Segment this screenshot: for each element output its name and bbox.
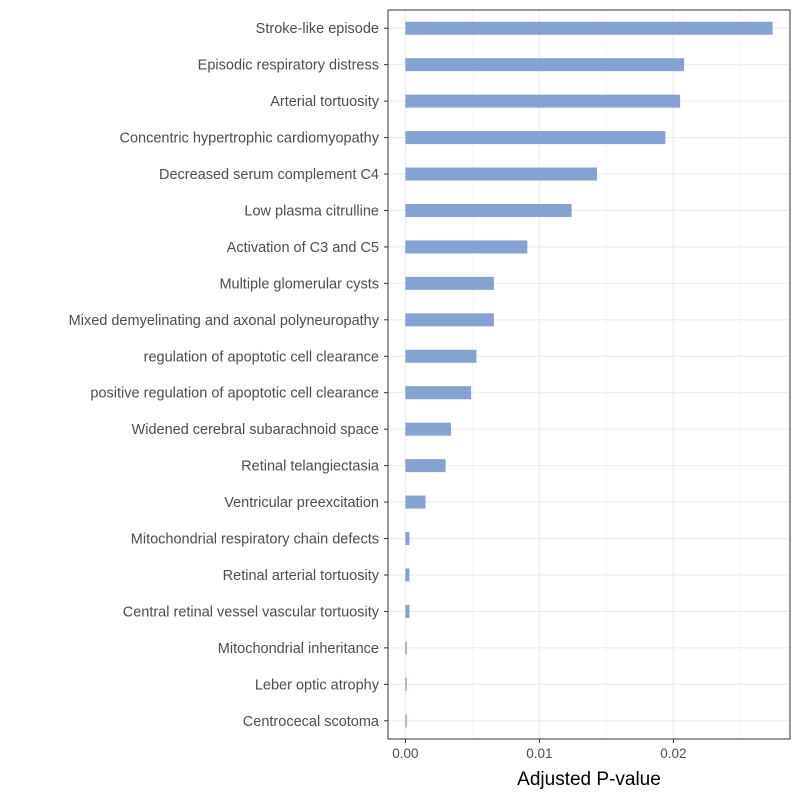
- category-label: Multiple glomerular cysts: [219, 276, 379, 292]
- bar: [405, 349, 477, 363]
- category-label: Leber optic atrophy: [255, 677, 380, 693]
- bar: [405, 21, 773, 35]
- category-label: regulation of apoptotic cell clearance: [144, 349, 379, 365]
- bar: [405, 568, 410, 582]
- category-label: Centrocecal scotoma: [243, 714, 380, 730]
- bar: [405, 131, 666, 145]
- panel-border: [387, 9, 791, 740]
- x-tick-label: 0.01: [526, 746, 552, 761]
- bar: [405, 58, 685, 72]
- category-label: Retinal telangiectasia: [241, 459, 380, 475]
- bar: [405, 240, 528, 254]
- x-axis-title: Adjusted P-value: [517, 769, 661, 790]
- category-label: Widened cerebral subarachnoid space: [132, 422, 379, 438]
- category-label: Retinal arterial tortuosity: [223, 568, 380, 584]
- category-label: Mitochondrial respiratory chain defects: [131, 532, 379, 548]
- bar: [405, 313, 494, 327]
- bar: [405, 641, 407, 655]
- bars: [405, 21, 773, 728]
- bar: [405, 604, 410, 618]
- category-label: Activation of C3 and C5: [227, 240, 379, 256]
- bar: [405, 495, 426, 509]
- category-label: Central retinal vessel vascular tortuosi…: [123, 604, 380, 620]
- bar: [405, 459, 446, 473]
- panel-background: [388, 10, 790, 739]
- bar: [405, 276, 494, 290]
- bar: [405, 94, 681, 108]
- category-label: Decreased serum complement C4: [159, 167, 379, 183]
- bar: [405, 714, 407, 728]
- bar: [405, 677, 407, 691]
- x-axis: 0.00 0.01 0.02: [392, 739, 687, 761]
- category-label: Episodic respiratory distress: [198, 58, 379, 74]
- bar: [405, 167, 598, 181]
- category-label: Ventricular preexcitation: [224, 495, 379, 511]
- category-label: Low plasma citrulline: [244, 203, 379, 219]
- bar: [405, 203, 572, 217]
- y-axis: Stroke-like episode Episodic respiratory …: [69, 21, 388, 730]
- bar: [405, 422, 451, 436]
- category-label: Mixed demyelinating and axonal polyneuro…: [69, 313, 380, 329]
- category-label: Concentric hypertrophic cardiomyopathy: [119, 131, 379, 147]
- category-label: Arterial tortuosity: [270, 94, 380, 110]
- x-tick-label: 0.00: [392, 746, 418, 761]
- category-label: Stroke-like episode: [256, 21, 379, 37]
- category-label: positive regulation of apoptotic cell cl…: [90, 386, 379, 402]
- category-label: Mitochondrial inheritance: [218, 641, 379, 657]
- bar: [405, 532, 410, 546]
- bar: [405, 386, 472, 400]
- x-tick-label: 0.02: [660, 746, 686, 761]
